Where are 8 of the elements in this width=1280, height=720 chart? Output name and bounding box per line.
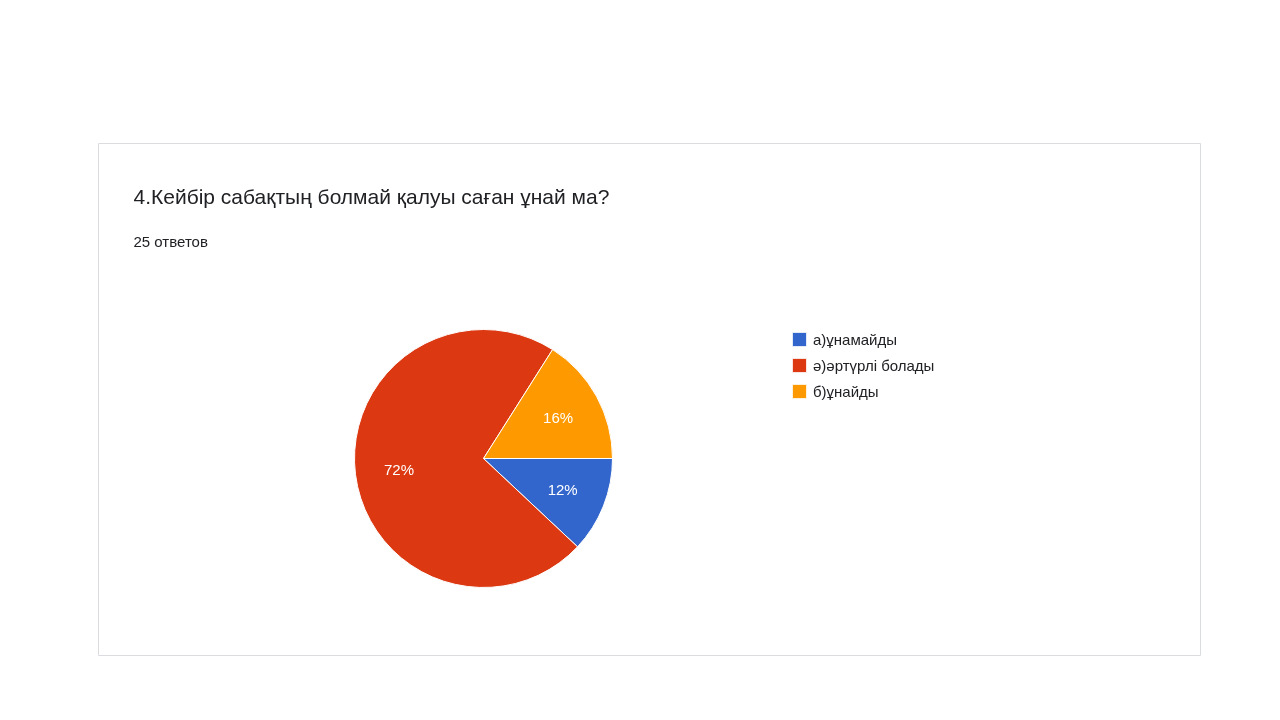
- text: 25 ответов: [133, 233, 208, 250]
- legend-label: а)ұнамайды: [813, 330, 898, 348]
- data-label: 12%: [547, 481, 578, 499]
- legend-label: б)ұнайды: [813, 382, 879, 400]
- chart-title: 4.Кейбір сабақтың болмай қалуы саған ұнай ма?: [133, 185, 610, 208]
- legend-label: ә)әртүрлі болады: [813, 356, 935, 374]
- data-label: 72%: [384, 460, 415, 478]
- data-label: 16%: [543, 408, 574, 426]
